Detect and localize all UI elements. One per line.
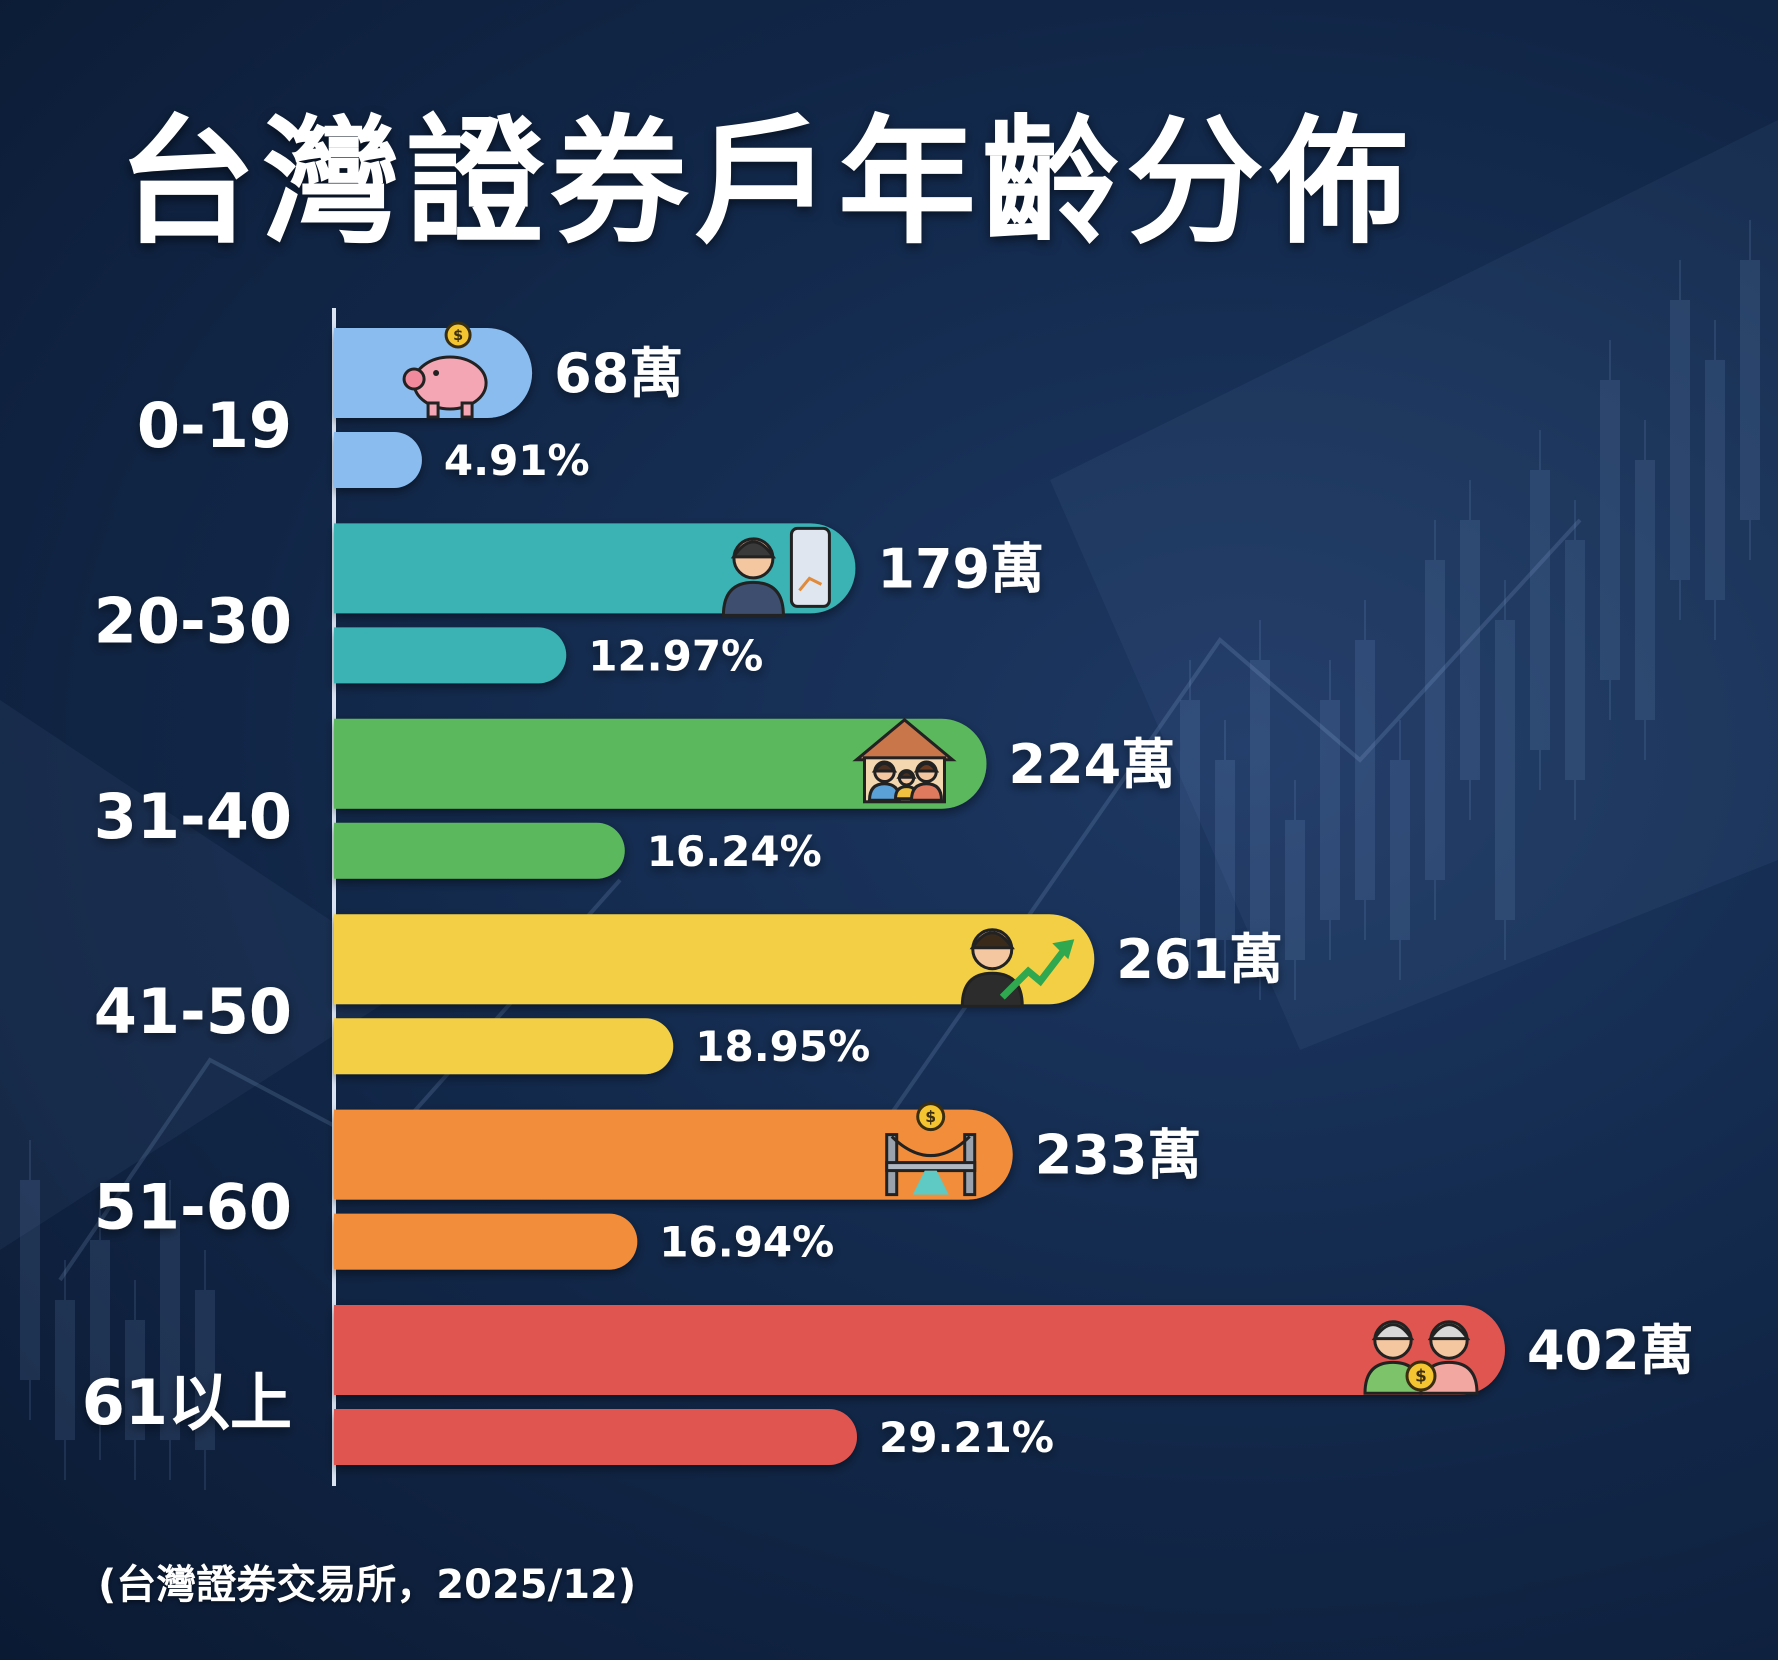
bar-percent-label: 29.21% (879, 1413, 1054, 1462)
bar-percent (334, 1018, 674, 1075)
bar-count-label: 402萬 (1527, 1319, 1694, 1382)
category-label: 41-50 (94, 975, 292, 1048)
source-note: (台灣證券交易所，2025/12) (98, 1562, 637, 1608)
bridge-coin-icon: $ (885, 1102, 977, 1197)
svg-text:$: $ (925, 1108, 936, 1126)
category-label: 0-19 (137, 389, 292, 462)
bar-percent (334, 627, 567, 684)
elderly-couple-coin-icon: $ (1363, 1320, 1479, 1395)
category-label: 61以上 (82, 1366, 292, 1439)
young-professional-phone-icon (721, 526, 831, 617)
piggy-bank-icon: $ (402, 321, 488, 419)
bar-percent (334, 1213, 638, 1270)
bar-count-label: 68萬 (554, 342, 683, 405)
bar-count-label: 261萬 (1116, 928, 1283, 991)
svg-text:$: $ (453, 328, 463, 344)
category-label: 51-60 (94, 1171, 292, 1244)
chart-title: 台灣證券戶年齡分佈 (118, 102, 1415, 263)
category-label: 20-30 (94, 584, 292, 657)
category-label: 31-40 (94, 780, 292, 853)
bar-percent-label: 16.24% (647, 827, 822, 876)
svg-text:$: $ (1415, 1366, 1427, 1386)
bar-count (334, 718, 987, 809)
bar-percent (334, 432, 422, 488)
bar-count-label: 224萬 (1008, 733, 1175, 796)
bar-count-label: 233萬 (1035, 1124, 1202, 1187)
bar-percent (334, 822, 625, 879)
bar-count (334, 914, 1095, 1005)
bar-count-label: 179萬 (877, 537, 1044, 600)
bar-percent-label: 18.95% (695, 1022, 870, 1071)
bar-count (334, 1109, 1013, 1200)
bar-percent-label: 16.94% (659, 1218, 834, 1267)
bar-percent-label: 4.91% (444, 436, 590, 485)
bar-count (334, 523, 856, 614)
bar-percent-label: 12.97% (588, 631, 763, 680)
family-house-icon (852, 717, 957, 804)
bar-count (334, 1305, 1505, 1395)
businessman-growth-icon (960, 928, 1075, 1008)
bar-percent (334, 1409, 857, 1465)
